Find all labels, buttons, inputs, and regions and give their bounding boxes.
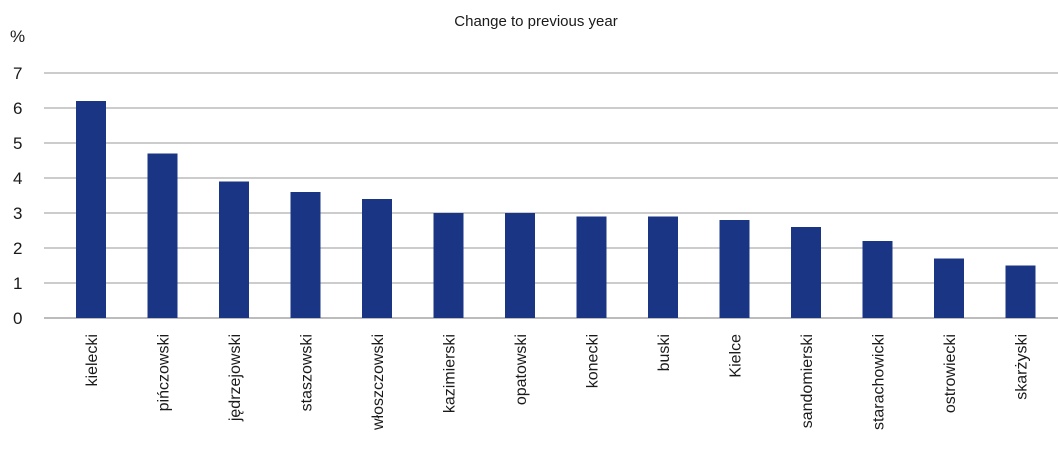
y-tick-label: 3 xyxy=(13,204,22,223)
x-tick-label: opatowski xyxy=(513,334,530,405)
x-tick-label: jędrzejowski xyxy=(227,334,244,422)
bar-12 xyxy=(934,258,964,318)
gridlines xyxy=(44,72,1058,319)
bar-10 xyxy=(791,227,821,318)
y-tick-label: 5 xyxy=(13,134,22,153)
y-axis-ticks: 0 1 2 3 4 5 6 7 xyxy=(13,64,22,328)
bar-4 xyxy=(362,199,392,318)
x-tick-label: włoszczowski xyxy=(370,334,387,431)
bar-2 xyxy=(219,181,249,318)
chart-title: Change to previous year xyxy=(454,13,617,30)
y-tick-label: 2 xyxy=(13,239,22,258)
x-tick-label: konecki xyxy=(585,334,602,388)
bar-6 xyxy=(505,213,535,318)
x-tick-label: starachowicki xyxy=(871,334,888,430)
x-tick-label: buski xyxy=(656,334,673,371)
x-tick-label: kielecki xyxy=(84,334,101,386)
bar-8 xyxy=(648,216,678,318)
y-tick-label: 6 xyxy=(13,99,22,118)
bar-3 xyxy=(290,192,321,318)
y-tick-label: 1 xyxy=(13,274,22,293)
bar-11 xyxy=(862,241,893,318)
y-axis-unit-label: % xyxy=(10,27,25,46)
x-axis-ticks: kielecki pińczowski jędrzejowski staszowski… xyxy=(84,334,1031,431)
x-tick-label: staszowski xyxy=(299,334,316,411)
x-tick-label: sandomierski xyxy=(799,334,816,428)
bar-13 xyxy=(1005,265,1036,318)
bar-0 xyxy=(76,101,106,318)
x-tick-label: ostrowiecki xyxy=(942,334,959,413)
x-tick-label: skarżyski xyxy=(1014,334,1031,400)
y-tick-label: 4 xyxy=(13,169,22,188)
y-tick-label: 0 xyxy=(13,309,22,328)
x-tick-label: kazimierski xyxy=(442,334,459,413)
bar-9 xyxy=(719,220,750,318)
bars xyxy=(76,101,1036,318)
x-tick-label: Kielce xyxy=(728,334,745,378)
y-tick-label: 7 xyxy=(13,64,22,83)
bar-7 xyxy=(576,216,607,318)
bar-1 xyxy=(147,153,178,318)
bar-5 xyxy=(433,213,464,318)
x-tick-label: pińczowski xyxy=(156,334,173,411)
